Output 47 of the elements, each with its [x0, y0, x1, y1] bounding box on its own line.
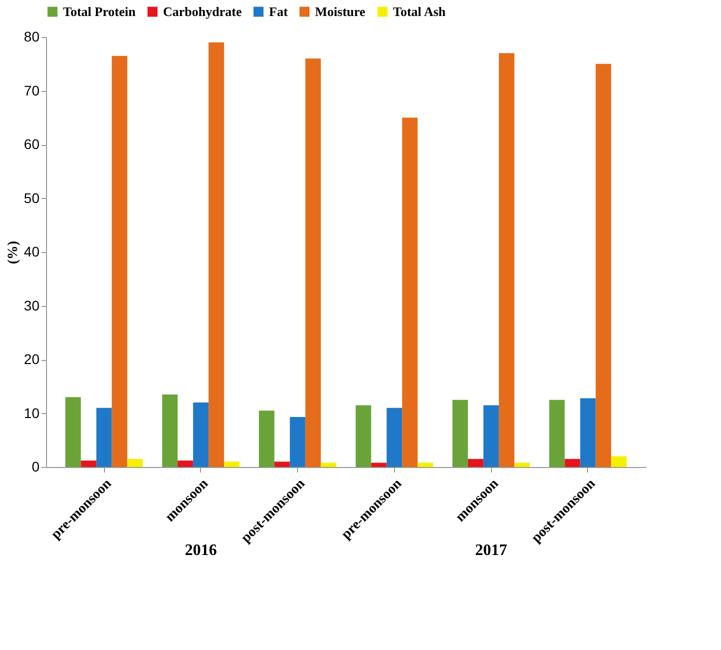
bar	[580, 398, 596, 467]
bar	[514, 462, 530, 467]
bar	[320, 462, 336, 467]
bar	[356, 405, 372, 467]
bar	[208, 42, 224, 467]
y-tick-label: 80	[24, 28, 40, 44]
bar	[418, 462, 434, 467]
bar	[80, 460, 96, 467]
legend-label: Fat	[269, 4, 288, 19]
y-tick-label: 70	[24, 82, 40, 98]
bar	[112, 56, 128, 467]
y-tick-label: 30	[24, 297, 40, 314]
bar	[611, 456, 627, 467]
bar	[483, 405, 499, 467]
bar	[468, 458, 484, 467]
bar	[305, 58, 321, 467]
bar	[549, 400, 565, 467]
bar	[193, 402, 209, 467]
legend-label: Moisture	[315, 4, 366, 19]
text: 2016	[184, 542, 217, 559]
y-tick-label: 50	[24, 190, 40, 206]
bar	[96, 408, 112, 467]
legend-label: Total Ash	[393, 4, 446, 19]
bar	[498, 53, 514, 467]
y-axis-title: (%)	[6, 240, 21, 264]
bar	[596, 64, 612, 467]
y-tick-label: 60	[24, 136, 40, 152]
bar	[290, 417, 306, 467]
bar	[127, 458, 143, 467]
bar	[452, 400, 468, 467]
bar	[162, 394, 178, 467]
bar	[402, 118, 418, 467]
legend-label: Total Protein	[63, 4, 136, 19]
legend-label: Carbohydrate	[163, 4, 242, 19]
bar	[274, 462, 290, 467]
bar	[386, 408, 402, 467]
bar	[224, 462, 240, 467]
bar	[258, 410, 274, 467]
bar	[178, 460, 194, 467]
y-tick-label: 40	[24, 244, 40, 260]
bar	[564, 458, 580, 467]
bar	[371, 462, 387, 467]
bar	[65, 397, 81, 467]
y-tick-label: 0	[32, 458, 40, 474]
y-tick-label: 20	[24, 351, 40, 367]
y-tick-label: 10	[24, 404, 40, 421]
text: 2017	[475, 542, 508, 559]
